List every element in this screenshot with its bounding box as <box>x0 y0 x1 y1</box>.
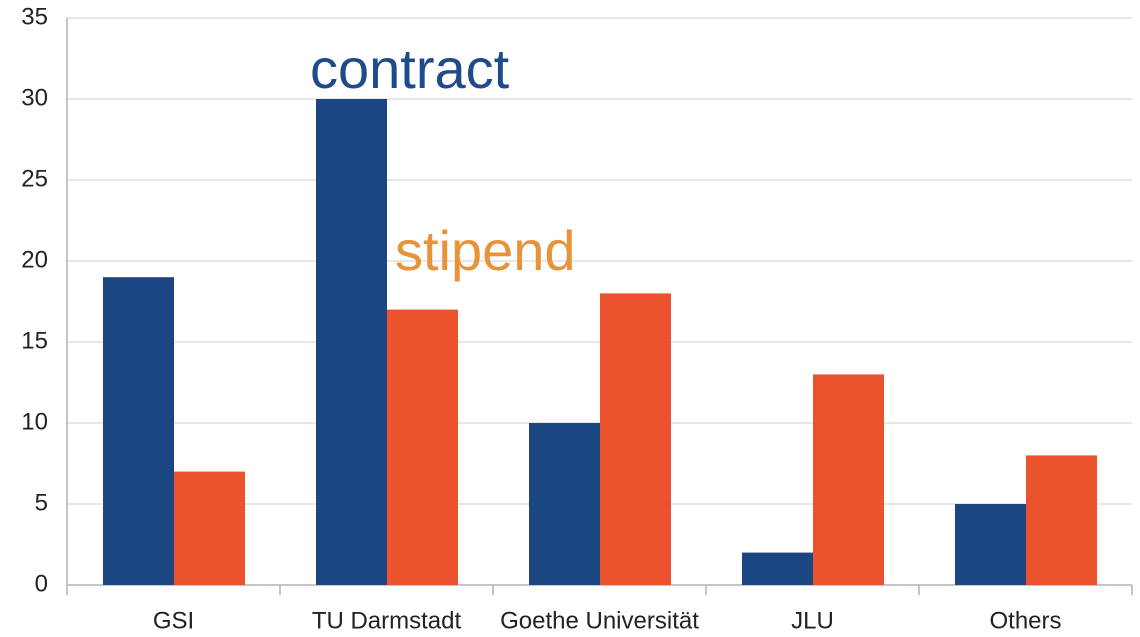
y-tick-label: 0 <box>35 570 48 597</box>
bar <box>600 293 671 585</box>
y-tick-label: 20 <box>21 246 48 273</box>
bar <box>813 374 884 585</box>
bar <box>387 309 458 585</box>
x-tick-label: JLU <box>791 607 834 634</box>
bar <box>103 277 174 585</box>
x-tick-label: TU Darmstadt <box>312 607 462 634</box>
x-tick-label: GSI <box>153 607 194 634</box>
x-tick-label: Others <box>989 607 1061 634</box>
y-tick-label: 25 <box>21 165 48 192</box>
bar <box>529 423 600 585</box>
bar <box>174 471 245 585</box>
bar <box>316 99 387 585</box>
y-tick-label: 5 <box>35 489 48 516</box>
y-tick-label: 10 <box>21 408 48 435</box>
y-tick-label: 30 <box>21 84 48 111</box>
bar <box>955 504 1026 585</box>
bar <box>1026 455 1097 585</box>
legend-label: stipend <box>395 219 576 282</box>
legend-label: contract <box>310 37 510 100</box>
y-tick-label: 35 <box>21 3 48 30</box>
bar <box>742 552 813 585</box>
y-tick-label: 15 <box>21 327 48 354</box>
x-tick-label: Goethe Universität <box>500 607 699 634</box>
